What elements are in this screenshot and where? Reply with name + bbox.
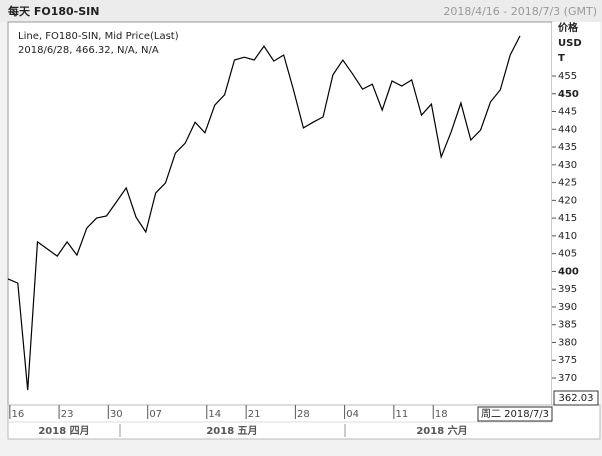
- y-tick-label: 375: [558, 355, 577, 366]
- price-line: [7, 35, 521, 391]
- y-tick-label: 395: [558, 284, 577, 295]
- y-tick-label: 450: [558, 89, 579, 100]
- header-bar: [0, 0, 602, 22]
- axis-label: T: [558, 53, 565, 64]
- month-label: 2018 四月: [38, 425, 89, 437]
- x-tick-label: 04: [346, 409, 359, 420]
- y-tick-label: 420: [558, 195, 577, 206]
- month-label: 2018 五月: [206, 425, 257, 437]
- x-tick-label: 11: [395, 409, 408, 420]
- y-tick-label: 410: [558, 231, 577, 242]
- y-tick-label: 440: [558, 124, 577, 135]
- plot-area: [7, 21, 553, 406]
- month-label: 2018 六月: [416, 424, 467, 437]
- x-tick-label: 07: [149, 409, 162, 420]
- x-tick-label: 28: [297, 409, 310, 420]
- y-tick-label: 405: [558, 249, 577, 260]
- cursor-label: 周二 2018/7/3: [481, 408, 549, 420]
- last-value-box: [553, 390, 599, 406]
- axis-label: USD: [558, 38, 582, 49]
- y-tick-label: 455: [558, 71, 577, 82]
- x-tick-label: 14: [208, 409, 221, 420]
- legend-line: Line, FO180-SIN, Mid Price(Last): [18, 31, 179, 42]
- y-tick-label: 390: [558, 302, 577, 313]
- x-tick-label: 30: [110, 409, 123, 420]
- x-tick-label: 18: [435, 409, 448, 420]
- y-tick-label: 370: [558, 373, 577, 384]
- y-tick-label: 445: [558, 107, 577, 118]
- y-tick-label: 415: [558, 213, 577, 224]
- cursor-box: [477, 406, 553, 422]
- y-tick-label: 435: [558, 142, 577, 153]
- chart-title: 每天 FO180-SIN: [8, 4, 99, 18]
- x-tick-label: 16: [11, 409, 24, 420]
- x-tick-label: 21: [248, 409, 261, 420]
- y-axis-area: [552, 22, 600, 405]
- last-value-tag: 362.03: [559, 393, 594, 404]
- y-tick-label: 380: [558, 337, 577, 348]
- x-tick-label: 23: [61, 409, 74, 420]
- axis-label: 价格: [558, 21, 579, 34]
- y-tick-label: 385: [558, 320, 577, 331]
- y-tick-label: 400: [558, 266, 579, 277]
- legend-line: 2018/6/28, 466.32, N/A, N/A: [18, 45, 159, 56]
- y-tick-label: 425: [558, 178, 577, 189]
- date-range: 2018/4/16 - 2018/7/3 (GMT): [443, 5, 597, 18]
- y-tick-label: 430: [558, 160, 577, 171]
